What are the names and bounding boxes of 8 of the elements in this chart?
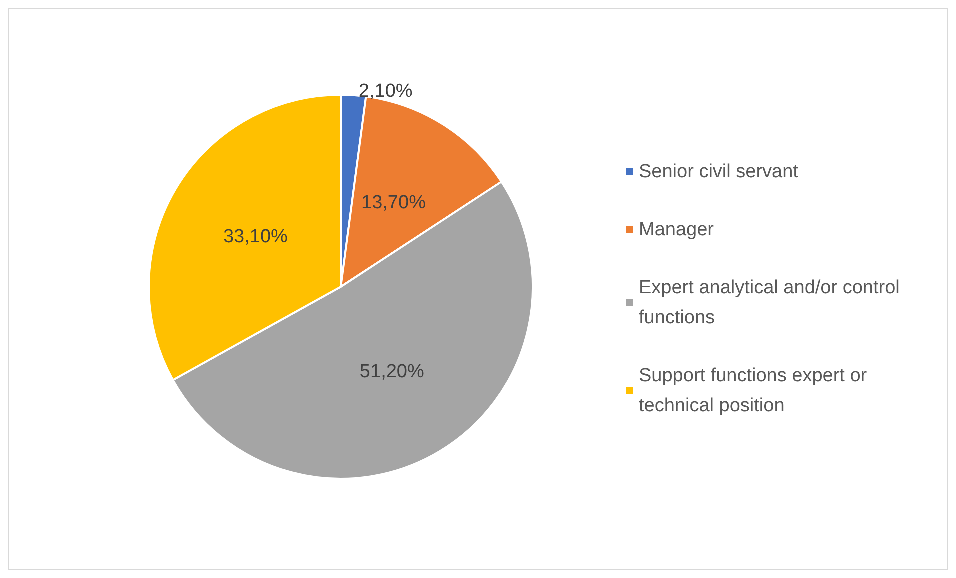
data-label: 13,70% <box>362 192 426 214</box>
data-label: 33,10% <box>223 226 288 248</box>
legend-label: Expert analytical and/or control functions <box>639 278 906 328</box>
data-label: 2,10% <box>358 80 413 102</box>
legend-label: Manager <box>639 220 715 240</box>
data-label: 51,20% <box>360 361 424 382</box>
legend-label: Support functions expert or technical position <box>639 366 872 416</box>
legend-label: Senior civil servant <box>639 162 800 182</box>
